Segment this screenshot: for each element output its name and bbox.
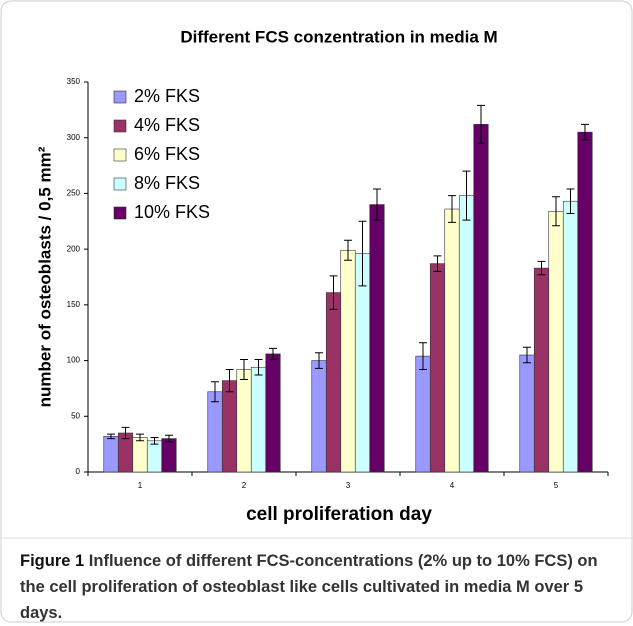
bar (221, 380, 238, 473)
legend-label: 4% FKS (134, 115, 200, 135)
error-bar (240, 358, 248, 381)
y-tick-label: 0 (76, 467, 81, 476)
x-tick-label: 4 (450, 481, 455, 490)
bar (458, 195, 475, 473)
bar (562, 200, 579, 473)
bar (340, 249, 356, 473)
legend-swatch (113, 177, 127, 191)
bar (103, 436, 119, 473)
legend-swatch (113, 90, 127, 104)
error-bar (566, 188, 575, 214)
bar (132, 437, 148, 473)
y-tick-label: 150 (67, 300, 81, 309)
x-axis-label: cell proliferation day (246, 504, 432, 525)
error-bar (373, 188, 381, 221)
error-bar (329, 275, 338, 310)
legend-swatch (113, 119, 127, 133)
caption-text: Influence of different FCS-concentration… (20, 552, 598, 622)
legend-label: 8% FKS (134, 173, 200, 193)
bar (265, 353, 281, 473)
error-bar (150, 436, 159, 445)
y-axis-label: number of osteoblasts / 0,5 mm² (35, 146, 54, 407)
bar (519, 354, 535, 473)
error-bar (419, 342, 427, 370)
bar (325, 292, 342, 473)
legend-swatch (113, 206, 127, 220)
bar (207, 391, 223, 473)
bar (548, 210, 564, 473)
error-bar (254, 358, 263, 376)
bar (146, 440, 163, 473)
chart-title: Different FCS conzentration in media M (180, 27, 497, 46)
x-tick-label: 2 (242, 481, 247, 490)
bar (250, 366, 267, 473)
x-tick-label: 1 (138, 481, 143, 490)
legend-label: 10% FKS (134, 202, 210, 222)
error-bar (225, 368, 234, 393)
caption: Figure 1 Influence of different FCS-conc… (20, 548, 620, 626)
bar (429, 263, 446, 473)
bar (577, 131, 593, 473)
caption-label: Figure 1 (20, 552, 85, 570)
y-tick-label: 350 (67, 77, 81, 86)
error-bar (165, 434, 173, 443)
bar (533, 267, 550, 473)
legend-swatch (113, 148, 127, 162)
y-tick-label: 250 (67, 189, 81, 198)
error-bar (462, 170, 471, 221)
error-bar (477, 104, 485, 144)
bar (473, 124, 489, 473)
error-bar (448, 195, 456, 223)
y-tick-label: 200 (67, 244, 81, 253)
legend-label: 2% FKS (134, 86, 200, 106)
bar (444, 208, 460, 473)
error-bar (358, 220, 367, 287)
error-bar (523, 346, 531, 364)
legend-label: 6% FKS (134, 144, 200, 164)
error-bar (433, 255, 442, 272)
bar (161, 438, 177, 473)
y-tick-label: 300 (67, 133, 81, 142)
error-bar (537, 260, 546, 276)
bar (369, 204, 385, 473)
y-tick-label: 100 (67, 356, 81, 365)
error-bar (269, 347, 277, 360)
x-tick-label: 5 (554, 481, 559, 490)
error-bar (107, 433, 115, 440)
error-bar (211, 381, 219, 403)
y-tick-label: 50 (71, 411, 80, 420)
error-bar (344, 239, 352, 261)
error-bar (552, 196, 560, 227)
error-bar (315, 352, 323, 369)
error-bar (136, 433, 144, 442)
error-bar (581, 123, 589, 141)
bar (236, 369, 252, 473)
bar (415, 355, 431, 473)
bar (311, 360, 327, 473)
error-bar (121, 426, 130, 440)
x-tick-label: 3 (346, 481, 351, 490)
